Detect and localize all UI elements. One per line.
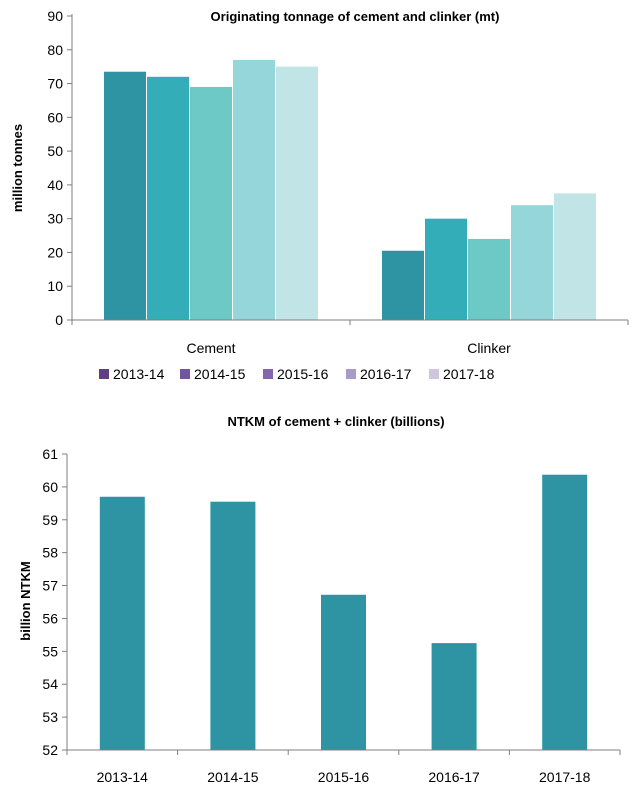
bar-ntkm-2017-18 [542,474,588,750]
y-tick-label: 20 [47,244,63,260]
legend-label: 2015-16 [277,366,329,382]
bar-ntkm-2016-17 [431,643,477,750]
legend-label: 2017-18 [443,366,495,382]
legend-swatch [263,369,273,379]
y-tick-label: 80 [47,42,63,58]
y-tick-label: 70 [47,76,63,92]
bar-cement-2017-18 [276,66,318,321]
tonnage-chart: Originating tonnage of cement and clinke… [10,8,629,382]
bar-cement-2014-15 [147,76,189,320]
legend-swatch [180,369,190,379]
ntkm-chart: NTKM of cement + clinker (billions) bill… [18,414,621,785]
y-tick-label: 61 [42,446,58,462]
x-category-label: 2016-17 [428,769,480,785]
bar-cement-2016-17 [233,59,275,321]
y-tick-label: 0 [55,312,63,328]
bar-clinker-2016-17 [511,205,553,320]
x-category-label: 2013-14 [97,769,149,785]
y-tick-label: 50 [47,143,63,159]
legend-label: 2013-14 [113,366,165,382]
x-category-label: 2015-16 [318,769,370,785]
y-tick-label: 10 [47,278,63,294]
y-tick-label: 52 [42,742,58,758]
x-category-label: 2014-15 [207,769,259,785]
bar-clinker-2017-18 [554,193,596,320]
y-tick-label: 60 [47,109,63,125]
x-category-label: Cement [186,340,235,356]
y-tick-label: 57 [42,578,58,594]
legend-swatch [99,369,109,379]
legend-label: 2014-15 [194,366,246,382]
y-tick-label: 90 [47,8,63,24]
legend-label: 2016-17 [360,366,412,382]
x-category-label: Clinker [467,340,511,356]
y-tick-label: 56 [42,610,58,626]
legend-swatch [346,369,356,379]
y-tick-label: 59 [42,512,58,528]
bar-ntkm-2014-15 [210,501,256,750]
bar-clinker-2013-14 [382,250,424,320]
bar-clinker-2015-16 [468,238,510,320]
x-category-label: 2017-18 [539,769,591,785]
bar-ntkm-2013-14 [99,496,145,750]
y-tick-label: 30 [47,211,63,227]
y-tick-label: 55 [42,643,58,659]
bar-clinker-2014-15 [425,218,467,320]
bar-ntkm-2015-16 [321,594,366,750]
y-tick-label: 60 [42,479,58,495]
bar-cement-2015-16 [190,86,232,320]
y-tick-label: 58 [42,545,58,561]
tonnage-y-axis-label: million tonnes [10,124,25,212]
ntkm-chart-title: NTKM of cement + clinker (billions) [227,414,444,429]
bar-cement-2013-14 [104,71,146,320]
y-tick-label: 54 [42,676,58,692]
tonnage-chart-title: Originating tonnage of cement and clinke… [211,9,500,24]
y-tick-label: 40 [47,177,63,193]
ntkm-y-axis-label: billion NTKM [18,561,33,640]
y-tick-label: 53 [42,709,58,725]
legend-swatch [429,369,439,379]
